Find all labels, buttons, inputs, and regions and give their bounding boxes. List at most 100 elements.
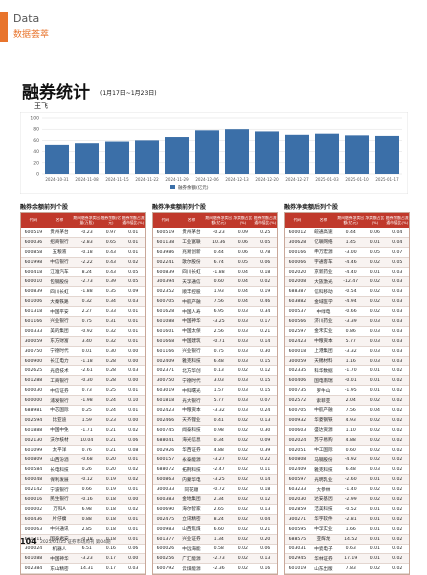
table-cell: 0.65: [105, 239, 116, 245]
table-cell: -3.23: [80, 556, 93, 562]
table-cell: 0.02: [392, 388, 403, 394]
table-row: 600010 包钢股份 -2.73 0.39 0.05: [21, 277, 145, 288]
table-cell: 300059: [288, 358, 307, 364]
table-cell: 2.56: [213, 328, 224, 334]
table-cell: 000858: [24, 249, 43, 255]
table-cell: 7.56: [213, 299, 224, 305]
x-tick-label: 2024-12-27: [285, 177, 309, 182]
table-cell: 片仔癀: [52, 517, 67, 523]
table-row: 688072 拓荆科技 -2.47 0.02 0.11: [153, 465, 277, 476]
table-cell: 亿联网络: [314, 240, 333, 246]
table-row: 000166 申万宏源 -3.00 0.05 0.07: [285, 248, 409, 258]
table-cell: 四川长虹: [50, 289, 69, 295]
table-cell: 1.57: [213, 388, 224, 394]
column-header: 名称: [319, 218, 328, 223]
table-cell: 0.01: [128, 229, 139, 235]
table-cell: 0.41: [213, 417, 224, 423]
table-cell: -3.39: [344, 318, 357, 324]
x-tick-label: 2024-11-29: [165, 177, 189, 182]
table-cell: -2.47: [212, 467, 225, 473]
table-cell: 0.06: [128, 546, 139, 552]
table-cell: 10.04: [80, 437, 94, 443]
table-cell: -3.25: [212, 318, 225, 324]
table-cell: 0.30: [260, 427, 271, 433]
table-cell: 0.09: [128, 289, 139, 295]
table-row: 601166 兴业银行 0.75 0.03 0.30: [153, 347, 277, 357]
table-row: 603233 大参林 -1.40 0.02 0.02: [285, 485, 409, 496]
table-cell: 中国建筑: [182, 339, 201, 345]
table-row: 688575 亚辉龙 14.52 0.01 0.02: [285, 534, 409, 545]
table-cell: -2.99: [344, 496, 357, 502]
table-cell: 大秦铁路: [50, 299, 69, 305]
table-row: 300059 天赐材料 1.16 0.03 0.03: [285, 356, 409, 367]
table-cell: 600000: [24, 398, 43, 404]
table-row: 002030 达安基因 -2.99 0.02 0.02: [285, 495, 409, 505]
table-row: 000333 美的集团 -0.92 0.32 0.01: [21, 327, 145, 337]
table-cell: 华宇软件: [314, 517, 333, 523]
table-row: 000983 山西焦煤 6.60 0.02 0.21: [153, 525, 277, 535]
table-row: 601628 中国人寿 6.95 0.03 0.34: [153, 307, 277, 318]
table-cell: 0.02: [392, 407, 403, 413]
table-title: 融券净卖额后列个股: [284, 204, 339, 211]
table-cell: 0.15: [260, 378, 271, 384]
table-cell: 600690: [156, 506, 175, 512]
table-cell: 002409: [156, 358, 175, 364]
table-cell: 002051: [288, 447, 307, 453]
table-cell: 五粮液: [52, 250, 67, 256]
table-cell: 亚辉龙: [316, 537, 331, 543]
table-cell: 0.03: [237, 309, 248, 315]
table-cell: 工商银行: [50, 378, 69, 384]
table-cell: 600383: [156, 496, 175, 502]
table-cell: -0.52: [344, 506, 357, 512]
table-cell: 光大银行: [182, 398, 201, 404]
table-row: 600012 皖通高速 0.44 0.06 0.04: [285, 228, 409, 238]
table-cell: 中工国际: [314, 448, 333, 454]
table-cell: 0.17: [260, 318, 271, 324]
y-tick-label: 20: [33, 160, 39, 166]
table-cell: 0.01: [128, 526, 139, 532]
table-cell: 601019: [288, 566, 307, 572]
table-cell: 中国神华: [182, 319, 201, 325]
table-cell: 中孚实业: [314, 527, 333, 533]
table-cell: 0.88: [81, 516, 92, 522]
table-cell: 0.02: [128, 506, 139, 512]
table-cell: 002371: [156, 368, 175, 374]
table-row: 600597 光明乳业 -2.60 0.01 0.02: [285, 475, 409, 486]
table-cell: 华林证券: [314, 556, 333, 562]
table-cell: 金禾实业: [314, 329, 333, 335]
table-cell: 0.00: [128, 378, 139, 384]
table-cell: 中信证券: [50, 388, 69, 394]
table-cell: 0.20: [260, 536, 271, 542]
table-row: 002423 中粮资本 -3.32 0.03 0.24: [153, 406, 277, 416]
table-row: 688981 中芯国际 0.25 0.24 0.01: [21, 406, 145, 416]
table-cell: -0.68: [80, 457, 93, 463]
table-cell: 6.95: [213, 309, 224, 315]
table-cell: 1.59: [81, 417, 92, 423]
bar: [105, 141, 129, 174]
table-cell: 002409: [288, 467, 307, 473]
table-cell: -3.27: [212, 457, 225, 463]
table-cell: 300059: [24, 338, 43, 344]
table-cell: 603019: [156, 388, 175, 394]
table-cell: 0.19: [105, 477, 116, 483]
table-cell: 0.03: [237, 358, 248, 364]
table-cell: 0.75: [213, 348, 224, 354]
table-cell: 0.21: [105, 437, 116, 443]
table-cell: 0.02: [237, 496, 248, 502]
column-header: 净卖额占比(%): [233, 216, 253, 225]
table-cell: 0.02: [392, 467, 403, 473]
table-row: 600808 马钢股份 -4.92 0.02 0.02: [285, 455, 409, 466]
table-cell: 002241: [156, 259, 175, 265]
table-cell: -0.30: [80, 378, 93, 384]
table-cell: 002020: [288, 269, 307, 275]
table-row: 002423 中粮资本 5.77 0.03 0.03: [285, 336, 409, 347]
table-cell: 0.12: [260, 496, 271, 502]
table-row: 601006 大秦铁路 0.32 0.34 0.03: [21, 297, 145, 308]
table-cell: -4.94: [344, 299, 357, 305]
table-cell: 000537: [288, 309, 307, 315]
table-cell: 000983: [156, 526, 175, 532]
table-cell: 0.02: [369, 398, 380, 404]
table-cell: 0.66: [81, 487, 92, 493]
table-cell: 雅克科技: [182, 359, 201, 365]
table-cell: 002142: [24, 487, 43, 493]
